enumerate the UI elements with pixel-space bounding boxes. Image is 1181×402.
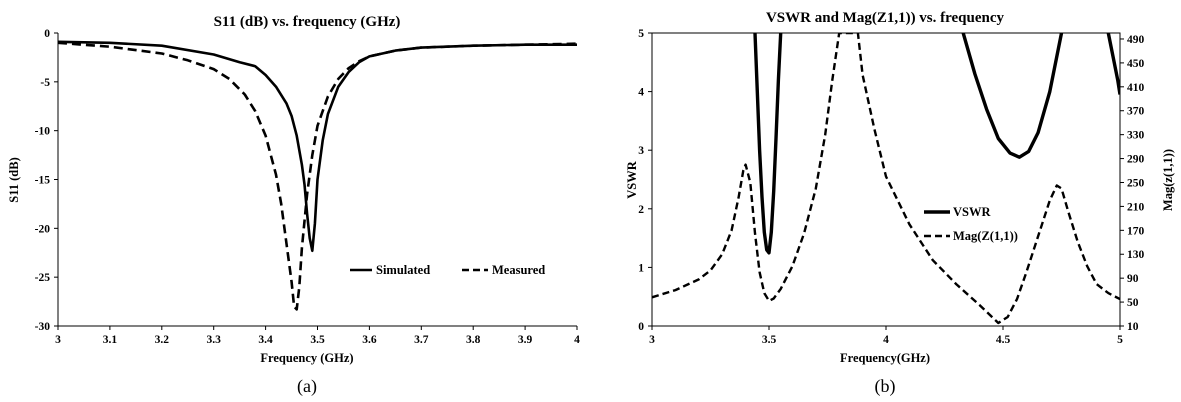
chart-b-y2-tick-label: 330 [1127, 130, 1145, 142]
chart-a-y-tick-label: -10 [35, 126, 51, 138]
chart-b-y2-tick-label: 410 [1127, 82, 1145, 94]
chart-b-axes: 3 3.5 4 4.5 50123451050901301702102502903303… [638, 28, 1144, 346]
chart-b-x-tick-label: 4 [883, 334, 889, 346]
chart-b-x-tick-label: 3.5 [762, 334, 777, 346]
chart-b-y-tick-label: 3 [638, 145, 644, 157]
legend-label-simulated: Simulated [376, 263, 430, 277]
chart-a-x-tick-label: 3.9 [518, 334, 533, 346]
chart-a-x-tick-label: 3.8 [466, 334, 481, 346]
chart-a-x-tick-label: 3.5 [310, 334, 325, 346]
chart-a-caption: (a) [297, 376, 317, 397]
series-line-measured [57, 41, 578, 311]
chart-b-y2label: Mag(z(1,1)) [1161, 149, 1175, 211]
chart-b-y-tick-label: 5 [638, 28, 644, 40]
chart-b-y2-tick-label: 490 [1127, 34, 1145, 46]
chart-b-y2-tick-label: 210 [1127, 201, 1145, 213]
legend-label-measured: Measured [492, 263, 545, 277]
chart-a-y-tick-label: -15 [35, 175, 51, 187]
chart-b-xlabel: Frequency(GHz) [840, 351, 930, 365]
chart-a-y-tick-label: -30 [35, 321, 51, 333]
chart-b-ylabel: VSWR [625, 160, 639, 198]
chart-a-y-tick-label: -25 [35, 272, 51, 284]
chart-b-y-tick-label: 1 [638, 262, 644, 274]
chart-b-y2-tick-label: 50 [1127, 297, 1139, 309]
chart-b-plot-frame [651, 32, 1121, 327]
chart-vswr: VSWR and Mag(Z1,1)) vs. frequency 3 3.5 4 4… [625, 10, 1175, 397]
series-line-vswr [1106, 33, 1120, 95]
chart-a-x-tick-label: 3 [55, 334, 61, 346]
chart-a-axes: 3 3.1 3.2 3.3 3.4 3.5 3.6 3.7 3.8 3.9 4 0 -5 -10 -15 -2… [35, 28, 580, 346]
chart-a-x-tick-label: 3.2 [155, 334, 170, 346]
chart-b-y2-tick-label: 90 [1127, 273, 1139, 285]
chart-a-y-tick-label: 0 [44, 28, 50, 40]
chart-b-x-tick-label: 5 [1117, 334, 1123, 346]
legend-label-mag-z-1-1: Mag(Z(1,1)) [953, 229, 1018, 243]
chart-a-legend: Simulated Measured [350, 263, 545, 277]
legend-label-vswr: VSWR [953, 205, 991, 219]
chart-b-y2-tick-label: 290 [1127, 154, 1145, 166]
chart-b-y2-tick-label: 250 [1127, 177, 1145, 189]
chart-b-series [652, 33, 1120, 325]
chart-a-x-tick-label: 3.6 [362, 334, 377, 346]
chart-s11: S11 (dB) vs. frequency (GHz) 3 3.1 3.2 3.3 3… [7, 14, 580, 397]
chart-b-title: VSWR and Mag(Z1,1)) vs. frequency [766, 10, 1005, 26]
chart-a-x-tick-label: 3.1 [103, 334, 118, 346]
chart-b-y-tick-label: 4 [638, 87, 644, 99]
series-line-vswr [753, 33, 783, 255]
chart-a-x-tick-label: 3.4 [258, 334, 273, 346]
chart-b-y2-tick-label: 10 [1127, 321, 1139, 333]
chart-a-title: S11 (dB) vs. frequency (GHz) [214, 14, 401, 30]
chart-b-y2-tick-label: 370 [1127, 106, 1145, 118]
chart-a-x-tick-label: 3.7 [414, 334, 429, 346]
chart-a-y-tick-label: -20 [35, 223, 51, 235]
series-line-mag-z-1-1 [652, 33, 1120, 325]
chart-a-x-tick-label: 4 [574, 334, 580, 346]
chart-a-xlabel: Frequency (GHz) [260, 351, 353, 365]
chart-b-y-tick-label: 0 [638, 321, 644, 333]
chart-a-ylabel: S11 (dB) [7, 157, 21, 203]
chart-a-y-tick-label: -5 [40, 77, 50, 89]
chart-b-legend: VSWR Mag(Z(1,1)) [924, 205, 1018, 243]
chart-b-y2-tick-label: 170 [1127, 225, 1145, 237]
series-line-vswr [961, 33, 1064, 159]
series-line-simulated [57, 40, 577, 253]
chart-b-x-tick-label: 3 [649, 334, 655, 346]
chart-a-series [57, 40, 578, 311]
chart-b-y-tick-label: 2 [638, 204, 644, 216]
chart-b-y2-tick-label: 130 [1127, 249, 1145, 261]
chart-a-x-tick-label: 3.3 [207, 334, 222, 346]
chart-b-x-tick-label: 4.5 [996, 334, 1011, 346]
chart-b-caption: (b) [875, 376, 896, 397]
chart-b-y2-tick-label: 450 [1127, 58, 1145, 70]
